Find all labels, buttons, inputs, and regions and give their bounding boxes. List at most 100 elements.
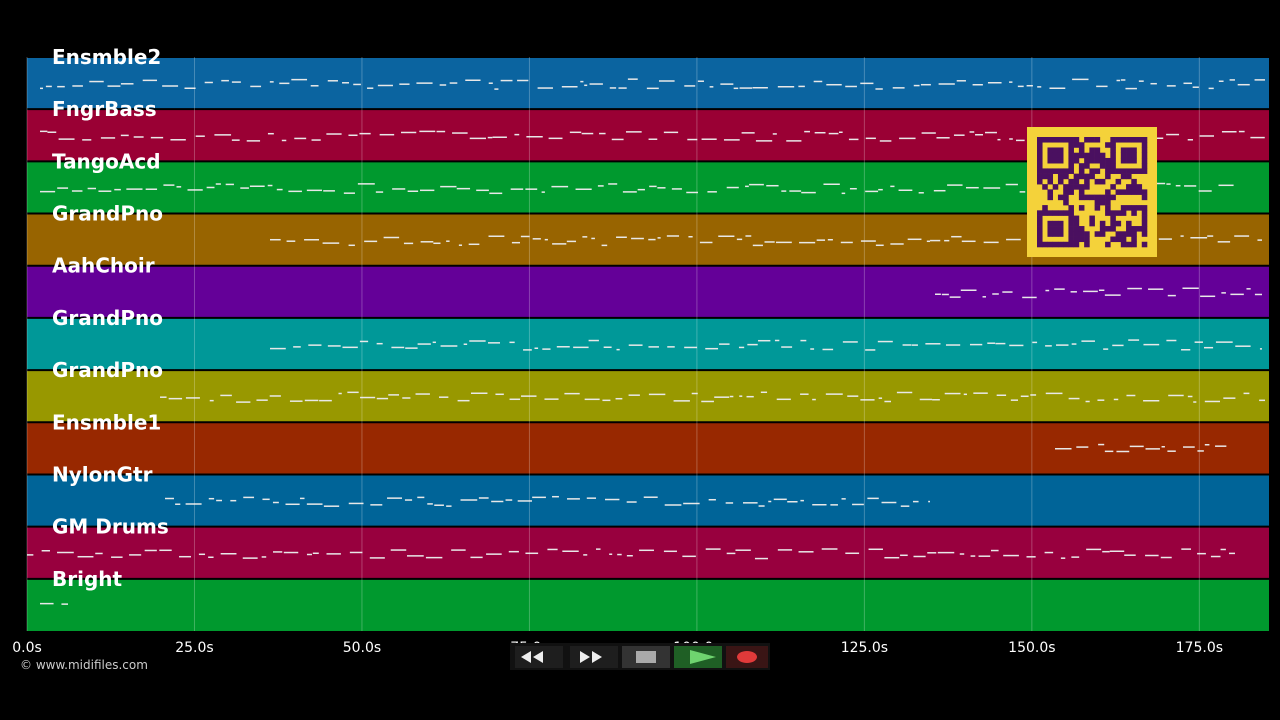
track-row [27, 265, 1269, 318]
qr-module [1068, 210, 1074, 216]
qr-module [1089, 152, 1095, 159]
qr-module [1094, 194, 1101, 201]
qr-module [1120, 231, 1127, 237]
qr-module [1131, 168, 1137, 174]
qr-module [1105, 157, 1111, 164]
qr-module [1094, 178, 1101, 185]
qr-module [1047, 157, 1054, 164]
qr-module [1078, 147, 1085, 154]
qr-module [1037, 178, 1043, 185]
qr-module [1141, 163, 1148, 169]
qr-module [1110, 147, 1116, 154]
qr-module [1073, 220, 1080, 227]
transport [510, 643, 770, 670]
qr-module [1042, 137, 1048, 143]
qr-module [1042, 241, 1048, 248]
qr-module [1063, 194, 1069, 201]
tick-label: 0.0s [12, 640, 42, 656]
qr-module [1115, 220, 1122, 227]
qr-module [1094, 168, 1101, 174]
qr-module [1057, 178, 1064, 185]
qr-module [1047, 220, 1054, 227]
qr-module [1073, 236, 1080, 243]
qr-module [1131, 152, 1137, 159]
record-button[interactable] [726, 646, 768, 668]
qr-module [1141, 168, 1148, 174]
qr-module [1131, 241, 1137, 248]
track-row [27, 526, 1269, 579]
qr-module [1047, 194, 1054, 201]
qr-module [1105, 168, 1111, 174]
qr-module [1073, 226, 1080, 232]
qr-module [1110, 142, 1116, 148]
qr-module [1052, 168, 1059, 174]
qr-module [1084, 194, 1090, 201]
qr-module [1073, 178, 1080, 185]
stop-icon [636, 651, 656, 663]
qr-module [1057, 241, 1064, 248]
qr-module [1136, 137, 1143, 143]
qr-module [1141, 241, 1148, 248]
qr-module [1078, 236, 1085, 243]
qr-module [1136, 184, 1143, 190]
rewind-icon [521, 651, 543, 663]
forward-button[interactable] [570, 646, 618, 668]
qr-module [1089, 173, 1095, 180]
qr-module [1099, 199, 1106, 206]
qr-module [1110, 236, 1116, 243]
qr-module [1099, 178, 1106, 185]
track-row [27, 422, 1269, 475]
qr-module [1105, 199, 1111, 206]
qr-module [1047, 189, 1054, 195]
qr-module [1057, 168, 1064, 174]
record-icon [737, 651, 757, 663]
qr-module [1084, 241, 1090, 248]
play-button[interactable] [674, 646, 722, 668]
qr-module [1084, 152, 1090, 159]
qr-module [1057, 157, 1064, 164]
qr-module [1126, 189, 1132, 195]
qr-module [1141, 205, 1148, 211]
qr-module [1099, 163, 1106, 169]
qr-module [1057, 194, 1064, 201]
qr-module [1141, 142, 1148, 148]
qr-module [1131, 137, 1137, 143]
stop-button[interactable] [622, 646, 670, 668]
qr-module [1068, 189, 1074, 195]
qr-module [1047, 241, 1054, 248]
qr-module [1099, 226, 1106, 232]
track-row [27, 474, 1269, 527]
qr-module [1099, 152, 1106, 159]
qr-module [1126, 220, 1132, 227]
tick-label: 125.0s [841, 640, 888, 656]
tick-label: 50.0s [343, 640, 381, 656]
qr-module [1068, 231, 1074, 237]
qr-module [1126, 168, 1132, 174]
qr-module [1126, 226, 1132, 232]
qr-module [1126, 157, 1132, 164]
qr-module [1073, 157, 1080, 164]
qr-module [1037, 157, 1043, 164]
track-label: FngrBass [52, 97, 157, 121]
qr-module [1105, 194, 1111, 201]
qr-module [1052, 226, 1059, 232]
qr-module [1094, 205, 1101, 211]
qr-module [1073, 142, 1080, 148]
qr-module [1120, 168, 1127, 174]
qr-module [1073, 173, 1080, 180]
qr-module [1141, 231, 1148, 237]
qr-module [1057, 231, 1064, 237]
qr-module [1131, 226, 1137, 232]
qr-module [1110, 184, 1116, 190]
qr-module [1094, 152, 1101, 159]
qr-module [1120, 241, 1127, 248]
qr-module [1120, 157, 1127, 164]
qr-module [1063, 241, 1069, 248]
qr-module [1037, 137, 1043, 143]
rewind-button[interactable] [515, 646, 563, 668]
qr-module [1057, 210, 1064, 216]
qr-module [1057, 147, 1064, 154]
qr-module [1105, 210, 1111, 216]
qr-module [1131, 157, 1137, 164]
track-label: GrandPno [52, 202, 163, 226]
